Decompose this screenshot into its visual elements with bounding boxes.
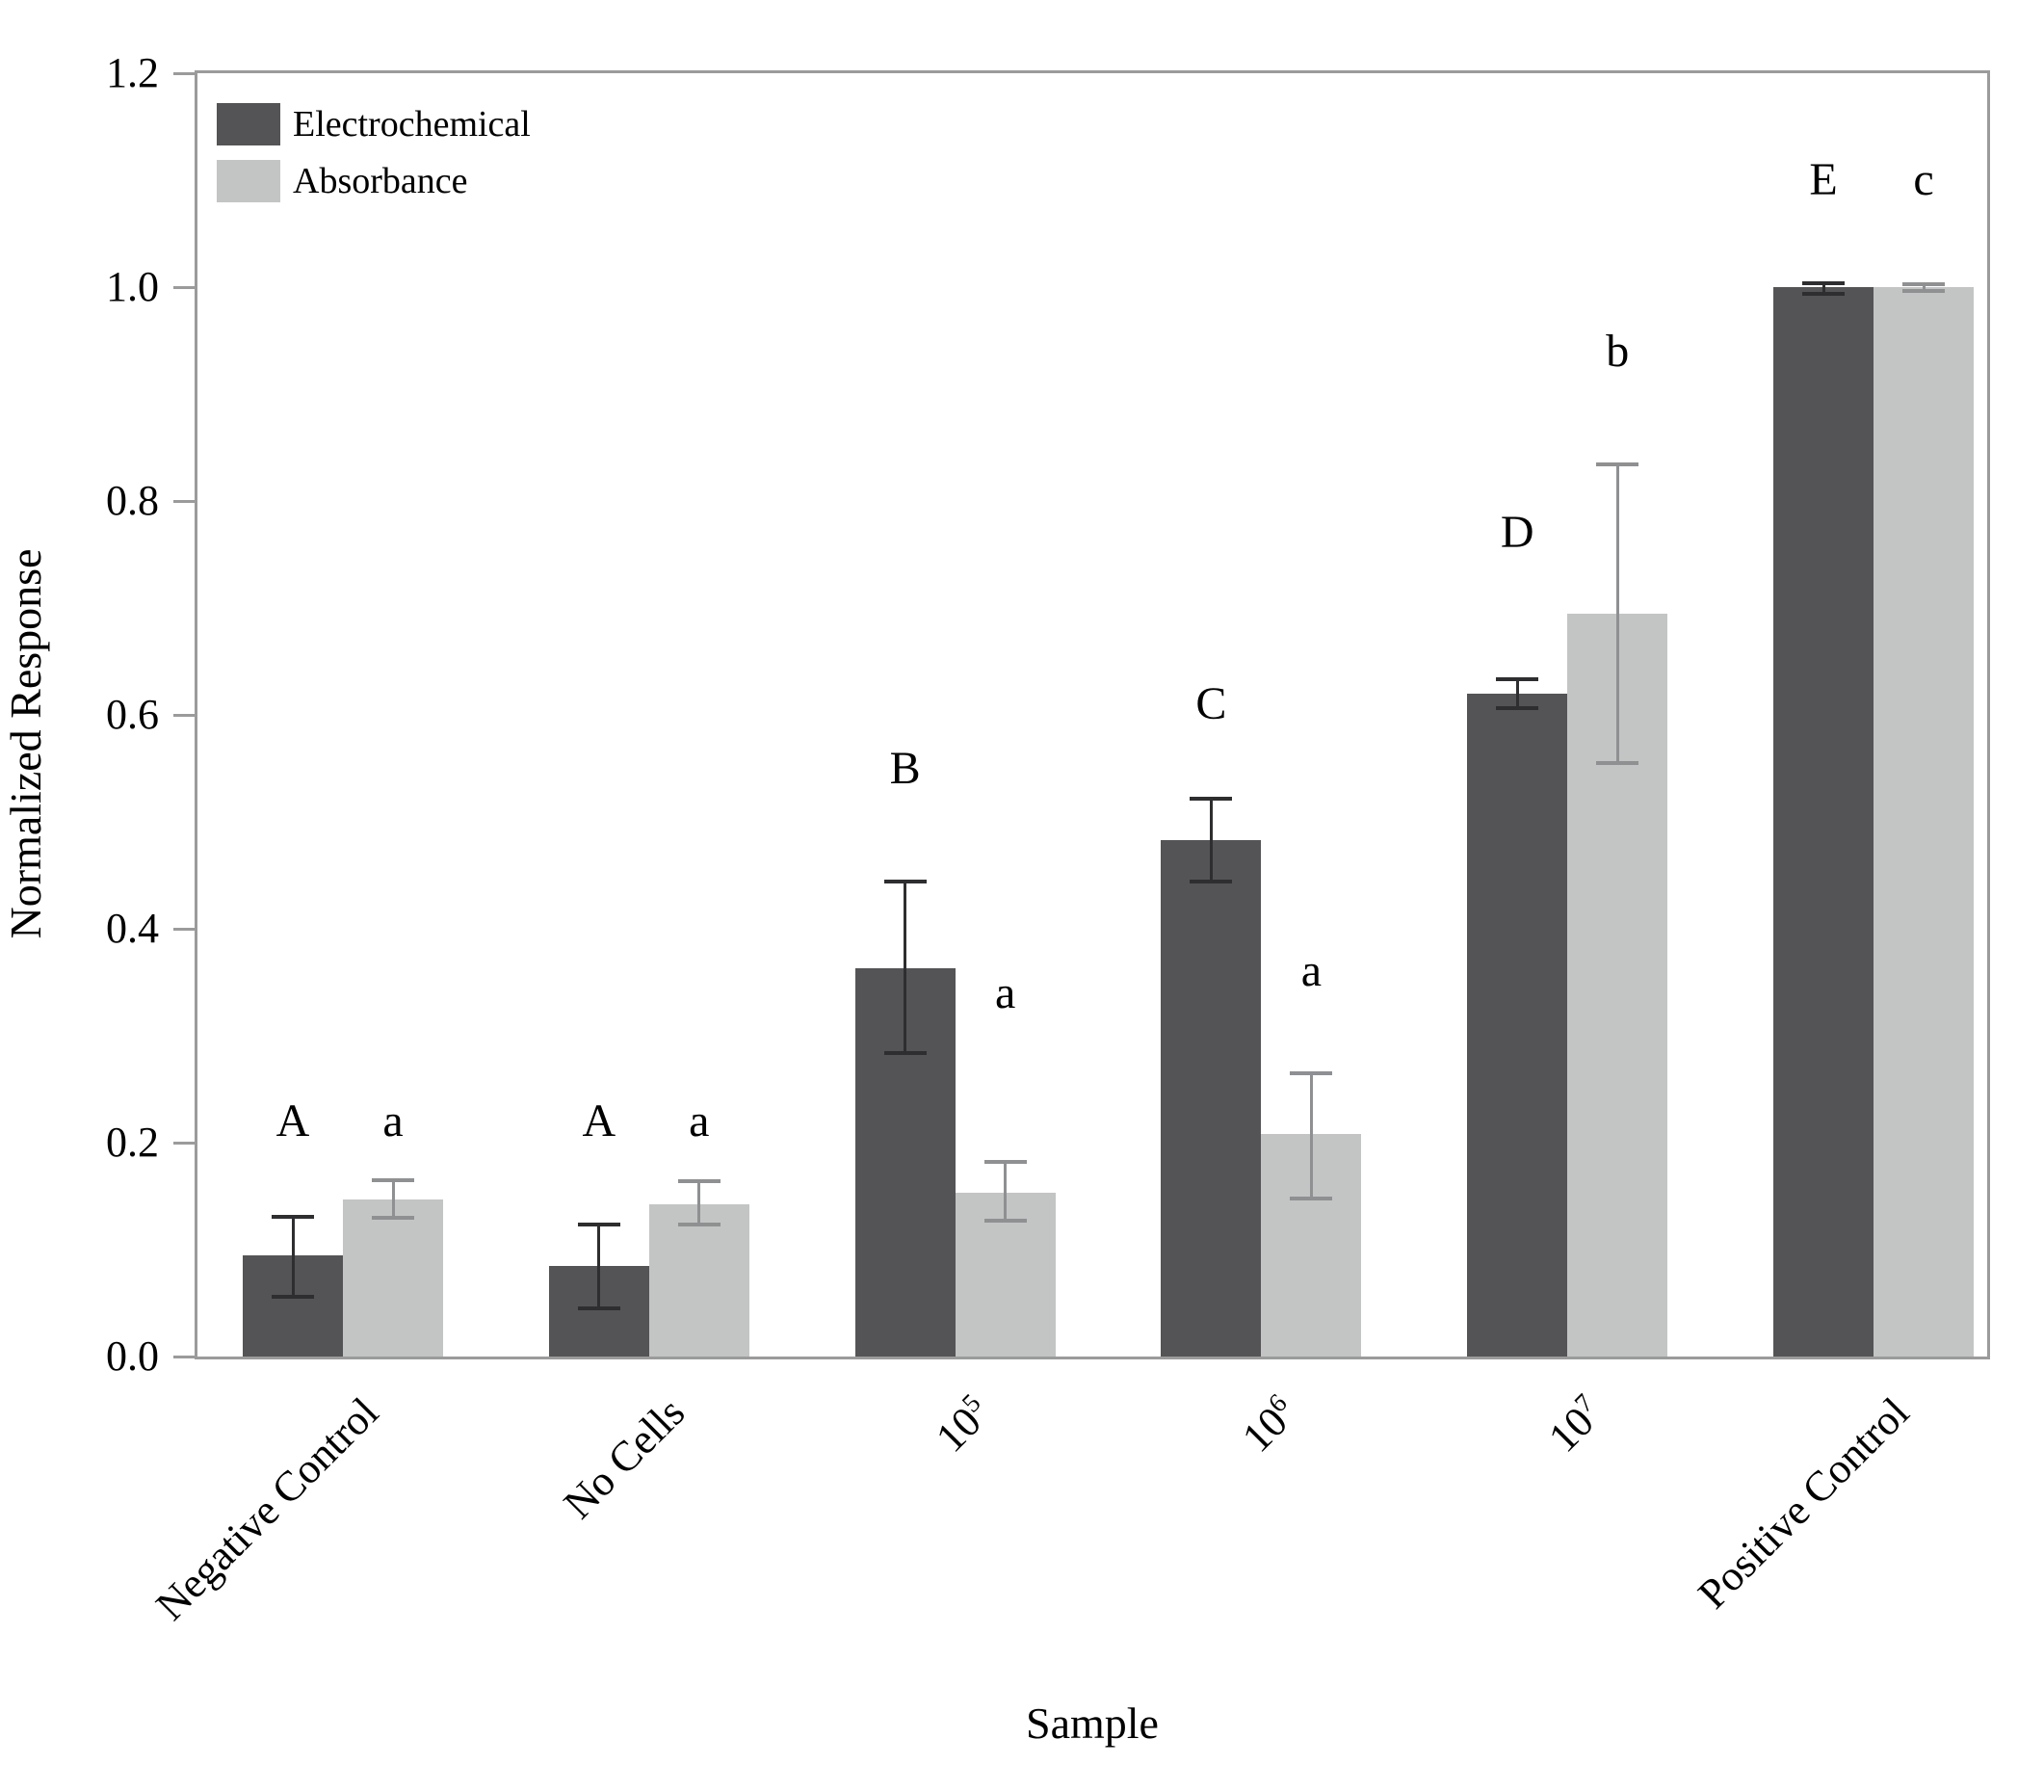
y-tick — [173, 71, 195, 75]
bar-absorbance — [648, 1204, 749, 1357]
x-category-label: No Cells — [554, 1388, 694, 1528]
x-axis-title: Sample — [1026, 1699, 1159, 1748]
y-tick-label: 0.6 — [106, 691, 159, 738]
bar-absorbance — [343, 1199, 443, 1357]
error-bar-cap-top — [883, 880, 927, 884]
x-category-exponent: 6 — [1262, 1387, 1293, 1418]
error-bar-line — [1821, 282, 1825, 294]
error-bar-cap-bottom — [1802, 291, 1845, 296]
significance-letter: a — [689, 1094, 710, 1146]
error-bar-cap-bottom — [272, 1294, 314, 1299]
error-bar-cap-bottom — [983, 1219, 1027, 1224]
y-tick — [173, 1141, 195, 1145]
legend-label-absorbance: Absorbance — [293, 161, 468, 201]
y-tick-label: 0.4 — [106, 905, 159, 952]
error-bar-cap-bottom — [1902, 289, 1945, 294]
x-category-label: Negative Control — [146, 1388, 387, 1630]
significance-letter: E — [1809, 154, 1838, 205]
error-bar-cap-bottom — [1596, 760, 1639, 765]
x-category-exponent: 5 — [956, 1387, 986, 1418]
error-bar-cap-bottom — [372, 1215, 414, 1220]
error-bar-line — [697, 1180, 701, 1225]
legend-swatch-electrochemical — [217, 103, 280, 145]
significance-letter: C — [1195, 677, 1227, 729]
significance-letter: D — [1500, 507, 1534, 559]
error-bar-cap-top — [1596, 462, 1639, 467]
error-bar-line — [1209, 798, 1213, 883]
significance-letter: A — [275, 1094, 310, 1146]
significance-letter: a — [382, 1094, 404, 1146]
error-bar-line — [1309, 1072, 1313, 1199]
error-bar-line — [1922, 283, 1926, 292]
x-category-label: Positive Control — [1689, 1388, 1918, 1619]
bar-electrochemical — [1467, 693, 1568, 1357]
error-bar-line — [391, 1179, 395, 1218]
legend-swatch-absorbance — [217, 160, 280, 202]
significance-letter: a — [994, 966, 1016, 1018]
error-bar-cap-top — [577, 1223, 620, 1227]
bar-absorbance — [1874, 287, 1974, 1357]
error-bar-cap-top — [1802, 280, 1845, 285]
y-tick-label: 0.0 — [106, 1332, 159, 1380]
y-tick-label: 0.8 — [106, 477, 159, 524]
error-bar-line — [1004, 1161, 1008, 1222]
x-category-label: 106 — [1232, 1387, 1297, 1462]
x-category-label: 105 — [927, 1387, 990, 1462]
significance-letter: A — [582, 1094, 616, 1146]
y-tick — [173, 499, 195, 503]
x-category-exponent: 7 — [1568, 1387, 1599, 1418]
bar-electrochemical — [1773, 287, 1874, 1357]
error-bar-cap-top — [272, 1214, 314, 1219]
error-bar-line — [597, 1225, 601, 1309]
error-bar-cap-bottom — [1496, 706, 1539, 711]
y-tick — [173, 285, 195, 289]
y-tick-label: 1.2 — [106, 49, 159, 96]
bar-electrochemical — [1161, 839, 1262, 1357]
y-tick-label: 1.0 — [106, 263, 159, 310]
error-bar-cap-top — [372, 1177, 414, 1182]
error-bar-line — [904, 882, 907, 1053]
y-tick — [173, 1355, 195, 1358]
error-bar-cap-bottom — [1290, 1196, 1333, 1200]
error-bar-line — [1615, 464, 1619, 763]
significance-letter: c — [1913, 154, 1934, 205]
plot-area: Electrochemical Absorbance 0.0 0.2 0.4 0.6 0… — [106, 50, 1990, 1629]
error-bar-cap-top — [1496, 677, 1539, 682]
error-bar-line — [291, 1216, 295, 1297]
y-tick-label: 0.2 — [106, 1119, 159, 1166]
error-bar-cap-bottom — [577, 1306, 620, 1311]
y-tick — [173, 713, 195, 717]
error-bar-cap-bottom — [677, 1223, 721, 1227]
significance-letter: B — [889, 742, 921, 794]
significance-letter: b — [1606, 325, 1630, 377]
significance-letter: a — [1300, 945, 1323, 997]
error-bar-cap-bottom — [1190, 880, 1233, 884]
legend-label-electrochemical: Electrochemical — [293, 104, 531, 145]
error-bar-cap-top — [1190, 796, 1233, 801]
error-bar-cap-bottom — [883, 1050, 927, 1055]
y-tick — [173, 927, 195, 931]
error-bar-cap-top — [1902, 281, 1945, 286]
error-bar-cap-top — [677, 1178, 721, 1183]
x-category-label: 107 — [1538, 1387, 1603, 1462]
error-bar-cap-top — [1290, 1070, 1333, 1075]
error-bar-line — [1515, 679, 1519, 709]
error-bar-cap-top — [983, 1159, 1027, 1164]
